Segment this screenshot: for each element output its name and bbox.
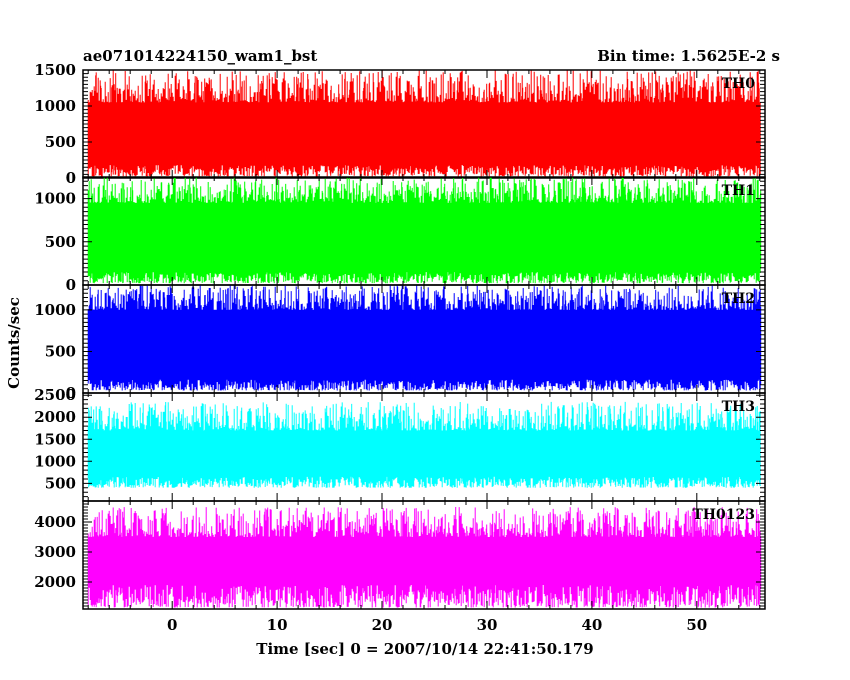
y-ticks xyxy=(83,69,765,179)
x-tick-label: 50 xyxy=(686,616,707,634)
x-ticks xyxy=(87,285,761,393)
bin-time-label: Bin time: 1.5625E-2 s xyxy=(597,47,780,65)
y-tick-label: 3000 xyxy=(34,543,76,561)
y-tick-label: 2000 xyxy=(34,408,76,426)
y-tick-label: 2000 xyxy=(34,573,76,591)
x-ticks xyxy=(87,70,761,178)
series-th2 xyxy=(87,285,762,391)
chart-title: ae071014224150_wam1_bst xyxy=(83,47,317,65)
x-tick-label: 20 xyxy=(372,616,393,634)
panel-th0123: 2000 3000 4000 TH0123 xyxy=(34,500,766,610)
y-tick-label: 0 xyxy=(66,384,76,402)
x-tick-label: 40 xyxy=(581,616,602,634)
panel-th3: 500 1000 1500 2000 2500 TH3 xyxy=(34,386,766,502)
x-tick-label: 10 xyxy=(267,616,288,634)
x-ticks xyxy=(87,177,761,285)
y-tick-label: 500 xyxy=(45,474,76,492)
y-tick-label: 1500 xyxy=(34,61,76,79)
y-ticks xyxy=(83,500,765,610)
x-tick-label: 30 xyxy=(477,616,498,634)
y-tick-label: 500 xyxy=(45,133,76,151)
x-tick-label: 0 xyxy=(167,616,177,634)
y-tick-label: 1000 xyxy=(34,190,76,208)
panel-th2: 0 500 1000 TH2 xyxy=(34,284,766,402)
y-tick-label: 4000 xyxy=(34,513,76,531)
series-th1 xyxy=(87,177,762,284)
panel-label: TH0123 xyxy=(692,507,755,523)
panel-label: TH0 xyxy=(722,76,756,92)
y-tick-label: 0 xyxy=(66,276,76,294)
y-tick-label: 500 xyxy=(45,233,76,251)
panel-th1: 0 500 1000 TH1 xyxy=(34,176,766,294)
x-ticks xyxy=(87,393,761,501)
y-tick-label: 0 xyxy=(66,169,76,187)
series-th0123 xyxy=(87,507,762,608)
y-tick-label: 2500 xyxy=(34,386,76,404)
x-axis: 0 10 20 30 40 50 xyxy=(167,616,707,634)
panel-label: TH1 xyxy=(722,183,755,199)
y-axis-label: Counts/sec xyxy=(5,297,23,389)
y-tick-label: 1500 xyxy=(34,430,76,448)
panel-label: TH3 xyxy=(722,399,755,415)
y-tick-label: 500 xyxy=(45,343,76,361)
y-tick-label: 1000 xyxy=(34,97,76,115)
panel-stack: 0 500 1000 1500 TH0 0 500 1000 TH1 0 500 1000 TH2 500… xyxy=(34,61,766,610)
series-th3 xyxy=(87,401,761,488)
y-tick-label: 1000 xyxy=(34,301,76,319)
series-th0 xyxy=(87,70,761,177)
x-ticks xyxy=(87,501,761,609)
y-tick-label: 1000 xyxy=(34,452,76,470)
panel-th0: 0 500 1000 1500 TH0 xyxy=(34,61,766,187)
panel-label: TH2 xyxy=(722,291,755,307)
x-axis-label: Time [sec] 0 = 2007/10/14 22:41:50.179 xyxy=(256,640,593,658)
